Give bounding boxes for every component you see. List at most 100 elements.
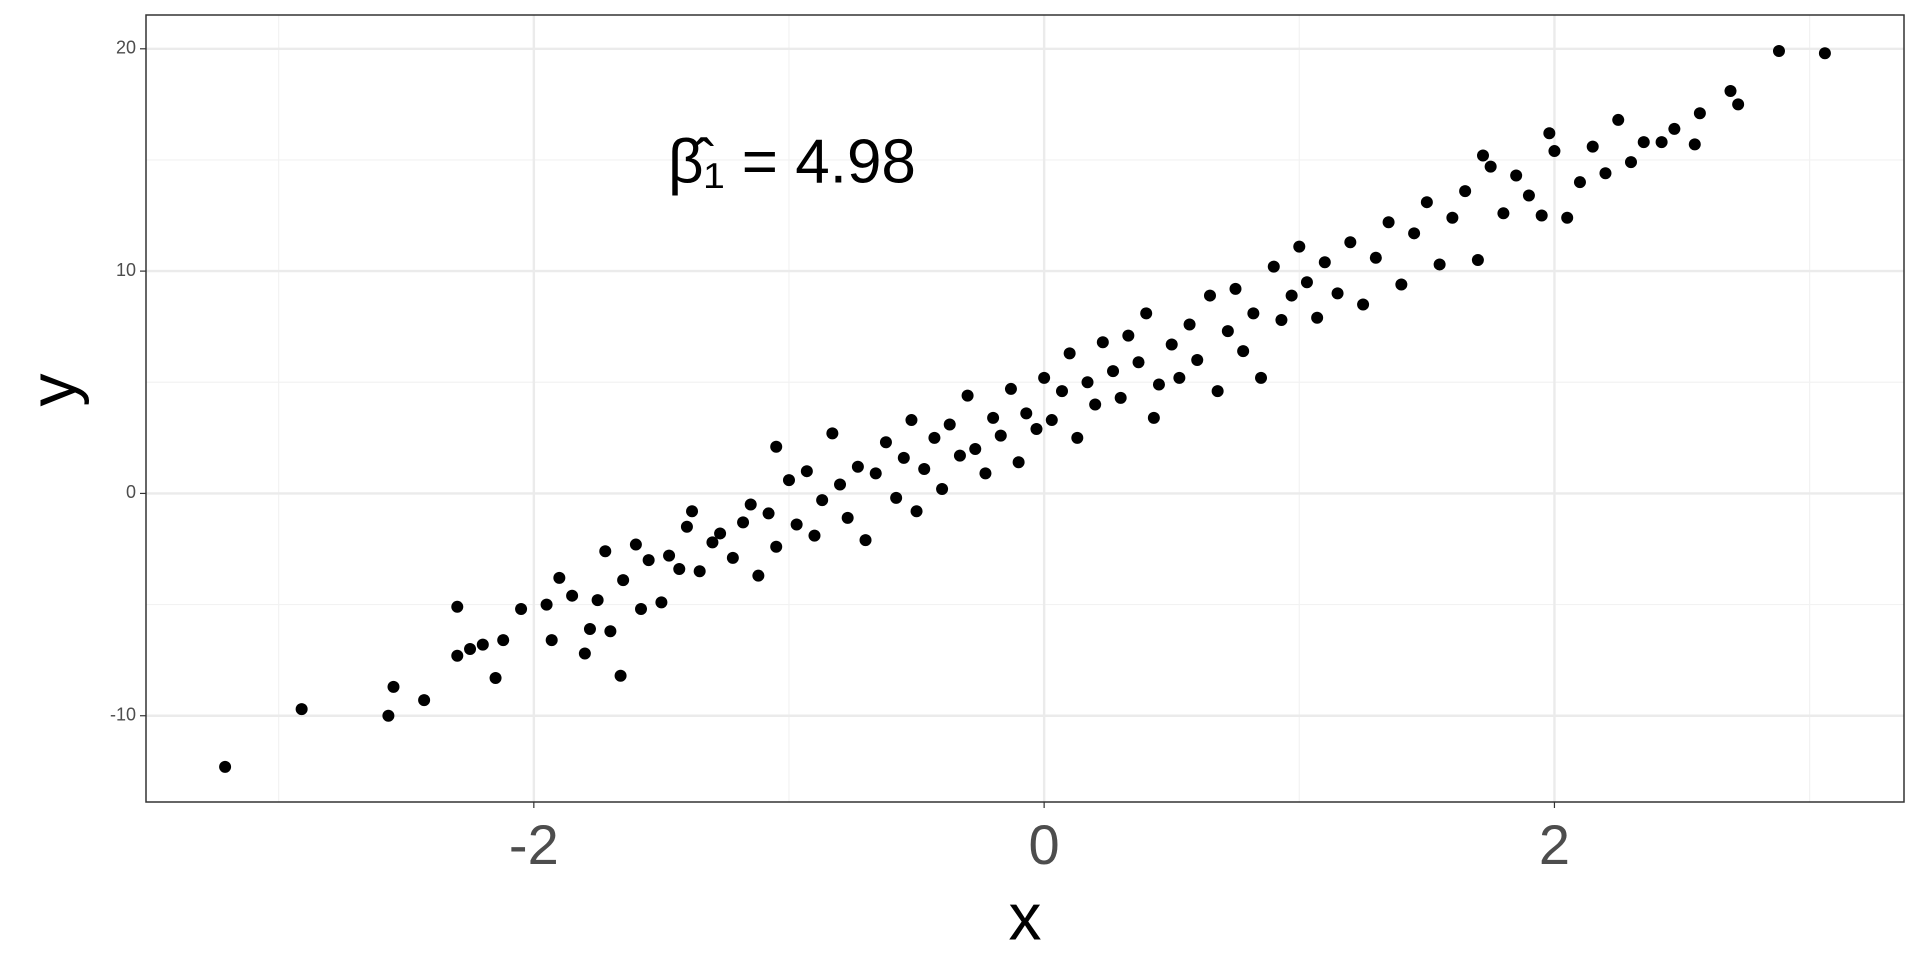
point xyxy=(1267,260,1280,273)
point xyxy=(1211,385,1224,398)
point xyxy=(540,598,553,611)
y-tick-label: -10 xyxy=(110,704,136,724)
point xyxy=(1173,371,1186,384)
point xyxy=(1132,356,1145,369)
point xyxy=(1624,156,1637,169)
point xyxy=(1012,456,1025,469)
point xyxy=(987,411,1000,424)
y-tick-label: 0 xyxy=(126,482,136,502)
point xyxy=(578,647,591,660)
point xyxy=(1535,209,1548,222)
point xyxy=(1063,347,1076,360)
point xyxy=(1020,407,1033,420)
point xyxy=(1344,236,1357,249)
point xyxy=(1071,431,1084,444)
point xyxy=(808,529,821,542)
point xyxy=(1599,167,1612,180)
annotation: β̂₁ = 4.98 xyxy=(668,127,916,196)
point xyxy=(936,482,949,495)
point xyxy=(770,540,783,553)
point xyxy=(1114,391,1127,404)
point xyxy=(1300,276,1313,289)
x-axis-label: x xyxy=(1009,879,1042,953)
point xyxy=(706,536,719,549)
point xyxy=(943,418,956,431)
x-tick-label: -2 xyxy=(509,813,559,876)
point xyxy=(1089,398,1102,411)
point xyxy=(1497,207,1510,220)
point xyxy=(1688,138,1701,151)
point xyxy=(800,465,813,478)
point xyxy=(629,538,642,551)
point xyxy=(851,460,864,473)
point xyxy=(476,638,489,651)
point xyxy=(1107,365,1120,378)
point xyxy=(464,643,477,656)
point xyxy=(1165,338,1178,351)
point xyxy=(591,594,604,607)
point xyxy=(1140,307,1153,320)
point xyxy=(1586,140,1599,153)
point xyxy=(969,442,982,455)
point xyxy=(295,703,308,716)
point xyxy=(693,565,706,578)
point xyxy=(515,603,528,616)
point xyxy=(1408,227,1421,240)
point xyxy=(1152,378,1165,391)
point xyxy=(1637,136,1650,149)
point xyxy=(617,574,630,587)
point xyxy=(1724,85,1737,98)
point xyxy=(1818,47,1831,60)
point xyxy=(1420,196,1433,209)
point xyxy=(497,634,510,647)
point xyxy=(1369,251,1382,264)
y-tick-label: 20 xyxy=(116,38,136,58)
point xyxy=(979,467,992,480)
point xyxy=(1191,354,1204,367)
point xyxy=(655,596,668,609)
point xyxy=(928,431,941,444)
point xyxy=(1772,45,1785,58)
point xyxy=(634,603,647,616)
point xyxy=(1237,345,1250,358)
point xyxy=(1476,149,1489,162)
point xyxy=(841,511,854,524)
point xyxy=(1522,189,1535,202)
point xyxy=(714,527,727,540)
point xyxy=(770,440,783,453)
point xyxy=(1357,298,1370,311)
point xyxy=(1446,211,1459,224)
point xyxy=(566,589,579,602)
point xyxy=(1221,325,1234,338)
point xyxy=(1229,282,1242,295)
point xyxy=(737,516,750,529)
point xyxy=(905,414,918,427)
point xyxy=(1055,385,1068,398)
point xyxy=(382,709,395,722)
point xyxy=(816,494,829,507)
point xyxy=(418,694,431,707)
point xyxy=(599,545,612,558)
point xyxy=(1668,122,1681,135)
point xyxy=(1693,107,1706,120)
point xyxy=(869,467,882,480)
point xyxy=(834,478,847,491)
point xyxy=(859,534,872,547)
point xyxy=(1484,160,1497,173)
point xyxy=(953,449,966,462)
point xyxy=(1433,258,1446,271)
point xyxy=(1147,411,1160,424)
point xyxy=(1561,211,1574,224)
point xyxy=(762,507,775,520)
plot-border xyxy=(145,14,1905,803)
point xyxy=(961,389,974,402)
point xyxy=(790,518,803,531)
point xyxy=(1543,127,1556,140)
y-axis-label: y xyxy=(15,374,89,407)
x-tick-label: 0 xyxy=(1029,813,1060,876)
point xyxy=(1548,145,1561,158)
point xyxy=(918,462,931,475)
point xyxy=(583,623,596,636)
point xyxy=(219,760,232,773)
